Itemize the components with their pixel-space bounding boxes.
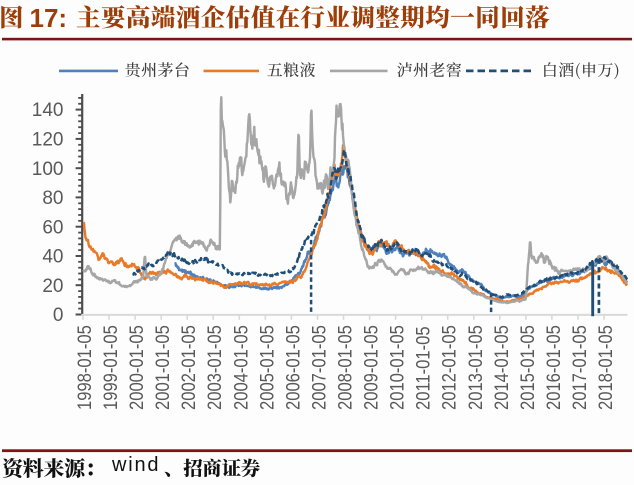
svg-text:2017-01-05: 2017-01-05 — [569, 325, 590, 410]
svg-text:2010-01-05: 2010-01-05 — [387, 325, 408, 410]
svg-text:0: 0 — [53, 305, 64, 326]
svg-text:20: 20 — [42, 276, 63, 297]
svg-text:2018-01-05: 2018-01-05 — [595, 325, 616, 410]
svg-text:60: 60 — [42, 217, 63, 238]
svg-text:2013-01-05: 2013-01-05 — [465, 325, 486, 410]
svg-text:2005-01-05: 2005-01-05 — [256, 325, 277, 410]
svg-text:2007-01-05: 2007-01-05 — [308, 325, 329, 410]
svg-text:80: 80 — [42, 188, 63, 209]
svg-text:2001-01-05: 2001-01-05 — [152, 325, 173, 410]
svg-text:2014-01-05: 2014-01-05 — [491, 325, 512, 410]
svg-text:2011-01-05: 2011-01-05 — [413, 326, 434, 410]
svg-text:2008-01-05: 2008-01-05 — [334, 325, 355, 410]
svg-text:2015-01-05: 2015-01-05 — [517, 325, 538, 410]
svg-text:140: 140 — [32, 100, 64, 121]
svg-text:2006-01-05: 2006-01-05 — [282, 325, 303, 410]
svg-text:2009-01-05: 2009-01-05 — [361, 325, 382, 410]
svg-text:100: 100 — [32, 159, 64, 180]
svg-text:2002-01-05: 2002-01-05 — [178, 325, 199, 410]
svg-text:2004-01-05: 2004-01-05 — [230, 325, 251, 410]
svg-text:wind: wind — [111, 454, 160, 476]
svg-text:17:: 17: — [30, 3, 68, 33]
svg-text:2016-01-05: 2016-01-05 — [543, 325, 564, 410]
svg-text:120: 120 — [32, 130, 64, 151]
svg-text:1999-01-05: 1999-01-05 — [100, 325, 121, 410]
svg-text:1998-01-05: 1998-01-05 — [74, 325, 95, 410]
svg-text:2012-01-05: 2012-01-05 — [439, 325, 460, 410]
svg-text:2003-01-05: 2003-01-05 — [204, 325, 225, 410]
svg-text:2000-01-05: 2000-01-05 — [126, 325, 147, 410]
svg-text:40: 40 — [42, 247, 63, 268]
